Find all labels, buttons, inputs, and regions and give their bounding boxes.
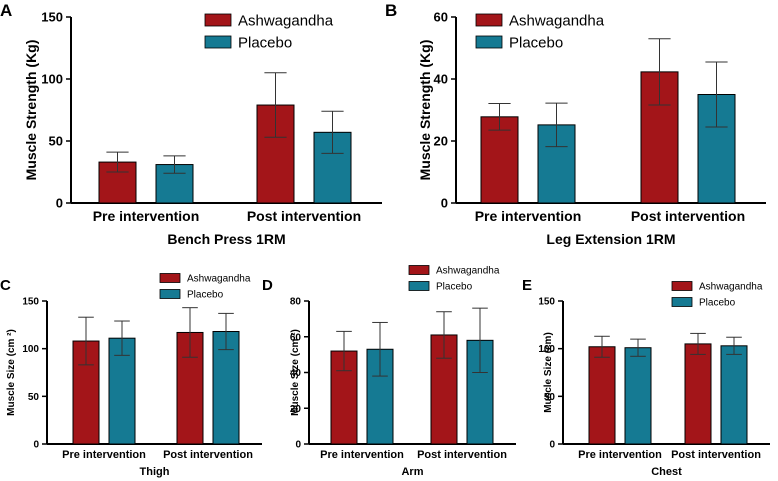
panel-a: A 0 50 100 150 Pre intervention Post intervent… (0, 1, 382, 247)
legend-swatch-placebo (408, 281, 430, 291)
y-tick-label: 40 (290, 368, 302, 379)
panel-d: D 0 20 40 60 80 Pre intervention Post intervent… (262, 265, 516, 478)
x-tick-label: Pre intervention (475, 208, 582, 224)
legend-swatch-ashwagandha (475, 13, 503, 27)
legend-swatch-placebo (204, 35, 232, 49)
y-tick-label: 100 (538, 344, 555, 355)
panel-label: B (385, 1, 397, 20)
x-axis-title: Chest (651, 466, 682, 478)
panel-label: E (522, 277, 532, 294)
bar-ashwagandha-post (684, 343, 712, 445)
panel-e: E 0 50 100 150 Pre intervention Post intervent… (522, 277, 770, 478)
legend-label-ashwagandha: Ashwagandha (699, 282, 763, 293)
legend-label-placebo: Placebo (699, 298, 736, 309)
bar-placebo-post (720, 345, 748, 445)
y-tick-label: 50 (28, 392, 40, 403)
bar-ashwagandha-post (176, 331, 204, 445)
legend-swatch-ashwagandha (204, 13, 232, 27)
x-tick-label: Post intervention (163, 449, 253, 461)
y-tick-label: 0 (549, 440, 555, 451)
panel-c: C 0 50 100 150 Pre intervention Post intervent… (0, 273, 262, 478)
y-tick-label: 50 (49, 134, 63, 149)
y-tick-label: 0 (295, 440, 301, 451)
legend-swatch-ashwagandha (159, 273, 181, 283)
y-tick-label: 150 (41, 10, 63, 25)
x-tick-label: Post intervention (671, 449, 761, 461)
y-axis-title: Muscle Strength (Kg) (23, 40, 39, 181)
x-tick-label: Pre intervention (62, 449, 146, 461)
bar-placebo-pre (624, 347, 652, 445)
x-axis-title: Leg Extension 1RM (546, 231, 675, 247)
legend-swatch-placebo (159, 289, 181, 299)
x-tick-label: Post intervention (247, 208, 361, 224)
bar-ashwagandha-pre (588, 346, 616, 445)
panel-label: D (262, 277, 273, 294)
y-axis-title: Muscle Size (cm ²) (290, 329, 301, 416)
y-tick-label: 20 (290, 404, 302, 415)
y-tick-label: 100 (41, 72, 63, 87)
y-tick-label: 150 (538, 297, 555, 308)
y-tick-label: 100 (22, 344, 39, 355)
y-tick-label: 40 (434, 72, 448, 87)
legend-swatch-placebo (475, 35, 503, 49)
x-axis-title: Thigh (140, 466, 170, 478)
panel-label: C (0, 277, 11, 294)
x-tick-label: Pre intervention (93, 208, 200, 224)
x-tick-label: Post intervention (417, 449, 507, 461)
y-tick-label: 0 (56, 196, 63, 211)
x-axis-title: Bench Press 1RM (167, 231, 285, 247)
legend-label-ashwagandha: Ashwagandha (509, 12, 605, 29)
y-tick-label: 150 (22, 297, 39, 308)
x-tick-label: Pre intervention (578, 449, 662, 461)
y-tick-label: 50 (544, 392, 556, 403)
y-axis-title: Muscle Strength (Kg) (417, 40, 433, 181)
legend-swatch-ashwagandha (671, 281, 693, 291)
bar-placebo-post (212, 331, 240, 445)
legend-label-ashwagandha: Ashwagandha (187, 274, 251, 285)
legend-label-ashwagandha: Ashwagandha (436, 266, 500, 277)
x-tick-label: Pre intervention (320, 449, 404, 461)
x-axis-title: Arm (401, 466, 423, 478)
y-tick-label: 0 (33, 440, 39, 451)
y-tick-label: 60 (434, 10, 448, 25)
y-tick-label: 80 (290, 297, 302, 308)
legend-label-placebo: Placebo (187, 290, 224, 301)
legend-swatch-placebo (671, 297, 693, 307)
legend-swatch-ashwagandha (408, 265, 430, 275)
legend-label-ashwagandha: Ashwagandha (238, 12, 334, 29)
panel-b: B 0 20 40 60 Pre intervention Post interventio… (385, 1, 766, 247)
y-tick-label: 20 (434, 134, 448, 149)
y-axis-title: Muscle Size (cm ²) (6, 329, 17, 416)
panel-label: A (0, 1, 12, 20)
legend-label-placebo: Placebo (509, 34, 563, 51)
y-tick-label: 0 (441, 196, 448, 211)
legend-label-placebo: Placebo (238, 34, 292, 51)
x-tick-label: Post intervention (631, 208, 745, 224)
y-tick-label: 60 (290, 332, 302, 343)
legend-label-placebo: Placebo (436, 282, 473, 293)
y-axis-title: Muscle Size (cm) (543, 332, 554, 413)
